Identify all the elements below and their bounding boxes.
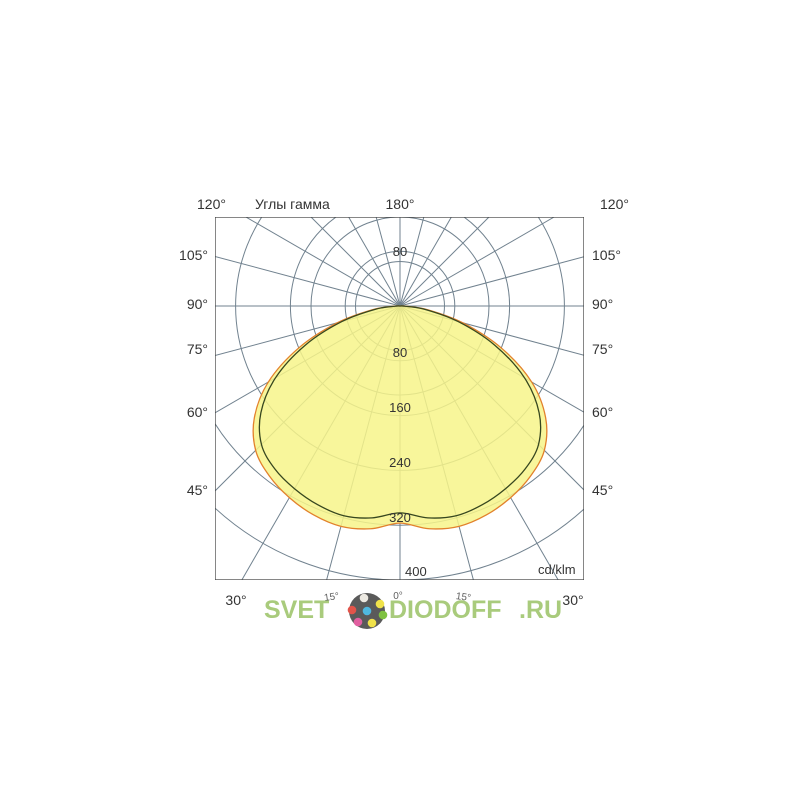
- svg-text:Углы гамма: Углы гамма: [255, 196, 330, 212]
- svg-text:SVET: SVET: [264, 596, 329, 624]
- svg-text:45°: 45°: [187, 482, 208, 498]
- svg-text:105°: 105°: [592, 247, 621, 263]
- svg-text:75°: 75°: [187, 341, 208, 357]
- svg-text:400: 400: [405, 564, 427, 579]
- svg-text:30°: 30°: [225, 592, 246, 608]
- svg-text:DIODOFF: DIODOFF: [389, 596, 502, 624]
- svg-text:320: 320: [389, 510, 411, 525]
- svg-text:180°: 180°: [386, 196, 415, 212]
- svg-text:80: 80: [393, 244, 407, 259]
- svg-text:.RU: .RU: [519, 596, 562, 624]
- svg-text:cd/klm: cd/klm: [538, 562, 576, 577]
- svg-text:30°: 30°: [562, 592, 583, 608]
- svg-text:60°: 60°: [187, 404, 208, 420]
- svg-text:90°: 90°: [187, 296, 208, 312]
- svg-text:45°: 45°: [592, 482, 613, 498]
- svg-text:105°: 105°: [179, 247, 208, 263]
- svg-text:120°: 120°: [197, 196, 226, 212]
- svg-text:120°: 120°: [600, 196, 629, 212]
- svg-text:75°: 75°: [592, 341, 613, 357]
- svg-text:80: 80: [393, 345, 407, 360]
- svg-text:90°: 90°: [592, 296, 613, 312]
- svg-text:160: 160: [389, 400, 411, 415]
- svg-text:60°: 60°: [592, 404, 613, 420]
- svg-text:240: 240: [389, 455, 411, 470]
